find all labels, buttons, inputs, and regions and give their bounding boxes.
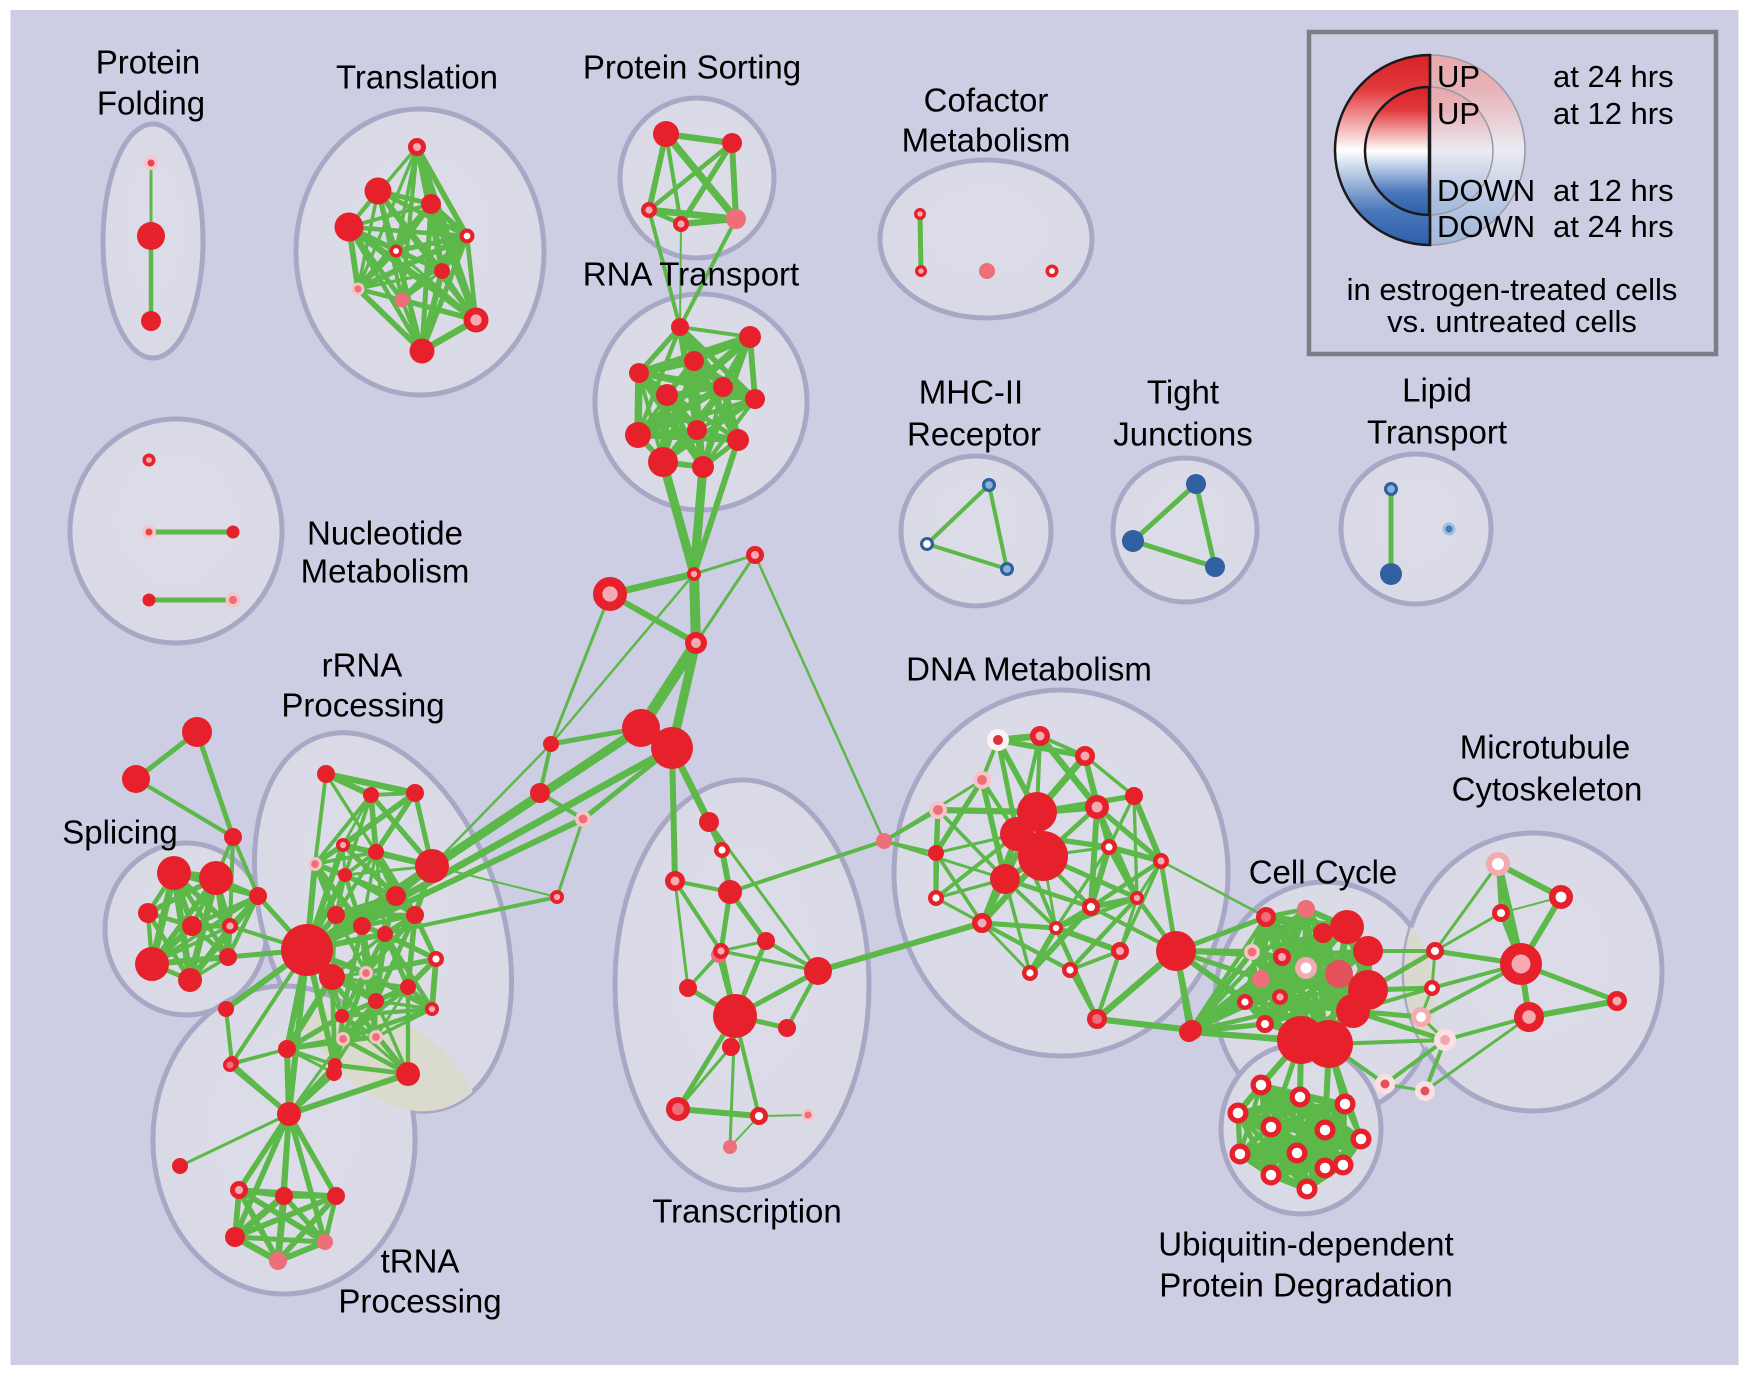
svg-text:Junctions: Junctions: [1113, 416, 1252, 453]
svg-text:DOWN: DOWN: [1437, 209, 1535, 244]
svg-text:tRNA: tRNA: [381, 1243, 460, 1280]
svg-text:Cytoskeleton: Cytoskeleton: [1452, 771, 1643, 808]
svg-text:DNA Metabolism: DNA Metabolism: [906, 651, 1152, 688]
svg-text:Protein Sorting: Protein Sorting: [583, 49, 801, 86]
svg-text:Cofactor: Cofactor: [924, 82, 1049, 119]
svg-text:Metabolism: Metabolism: [902, 122, 1071, 159]
svg-text:DOWN: DOWN: [1437, 173, 1535, 208]
svg-text:Protein: Protein: [96, 44, 201, 81]
svg-text:rRNA: rRNA: [322, 647, 403, 684]
svg-text:RNA Transport: RNA Transport: [583, 256, 799, 293]
svg-text:Processing: Processing: [281, 687, 444, 724]
svg-text:UP: UP: [1437, 59, 1480, 94]
svg-text:Metabolism: Metabolism: [301, 553, 470, 590]
svg-text:Cell Cycle: Cell Cycle: [1249, 854, 1398, 891]
svg-text:Processing: Processing: [338, 1283, 501, 1320]
svg-text:vs. untreated cells: vs. untreated cells: [1387, 304, 1637, 339]
svg-text:Receptor: Receptor: [907, 416, 1041, 453]
svg-text:Microtubule: Microtubule: [1460, 729, 1631, 766]
svg-text:MHC-II: MHC-II: [919, 374, 1023, 411]
svg-text:Splicing: Splicing: [62, 814, 178, 851]
svg-text:Ubiquitin-dependent: Ubiquitin-dependent: [1158, 1226, 1453, 1263]
svg-text:Tight: Tight: [1147, 374, 1219, 411]
svg-text:UP: UP: [1437, 96, 1480, 131]
svg-text:at 24 hrs: at 24 hrs: [1553, 209, 1674, 244]
svg-text:at 24 hrs: at 24 hrs: [1553, 59, 1674, 94]
svg-text:Folding: Folding: [97, 85, 205, 122]
svg-text:at 12 hrs: at 12 hrs: [1553, 173, 1674, 208]
svg-text:Transcription: Transcription: [652, 1193, 842, 1230]
svg-text:Translation: Translation: [336, 59, 498, 96]
svg-text:at 12 hrs: at 12 hrs: [1553, 96, 1674, 131]
svg-text:Lipid: Lipid: [1402, 372, 1472, 409]
svg-text:Nucleotide: Nucleotide: [307, 515, 463, 552]
svg-text:in estrogen-treated cells: in estrogen-treated cells: [1347, 272, 1678, 307]
svg-text:Protein Degradation: Protein Degradation: [1159, 1267, 1453, 1304]
svg-text:Transport: Transport: [1367, 414, 1507, 451]
